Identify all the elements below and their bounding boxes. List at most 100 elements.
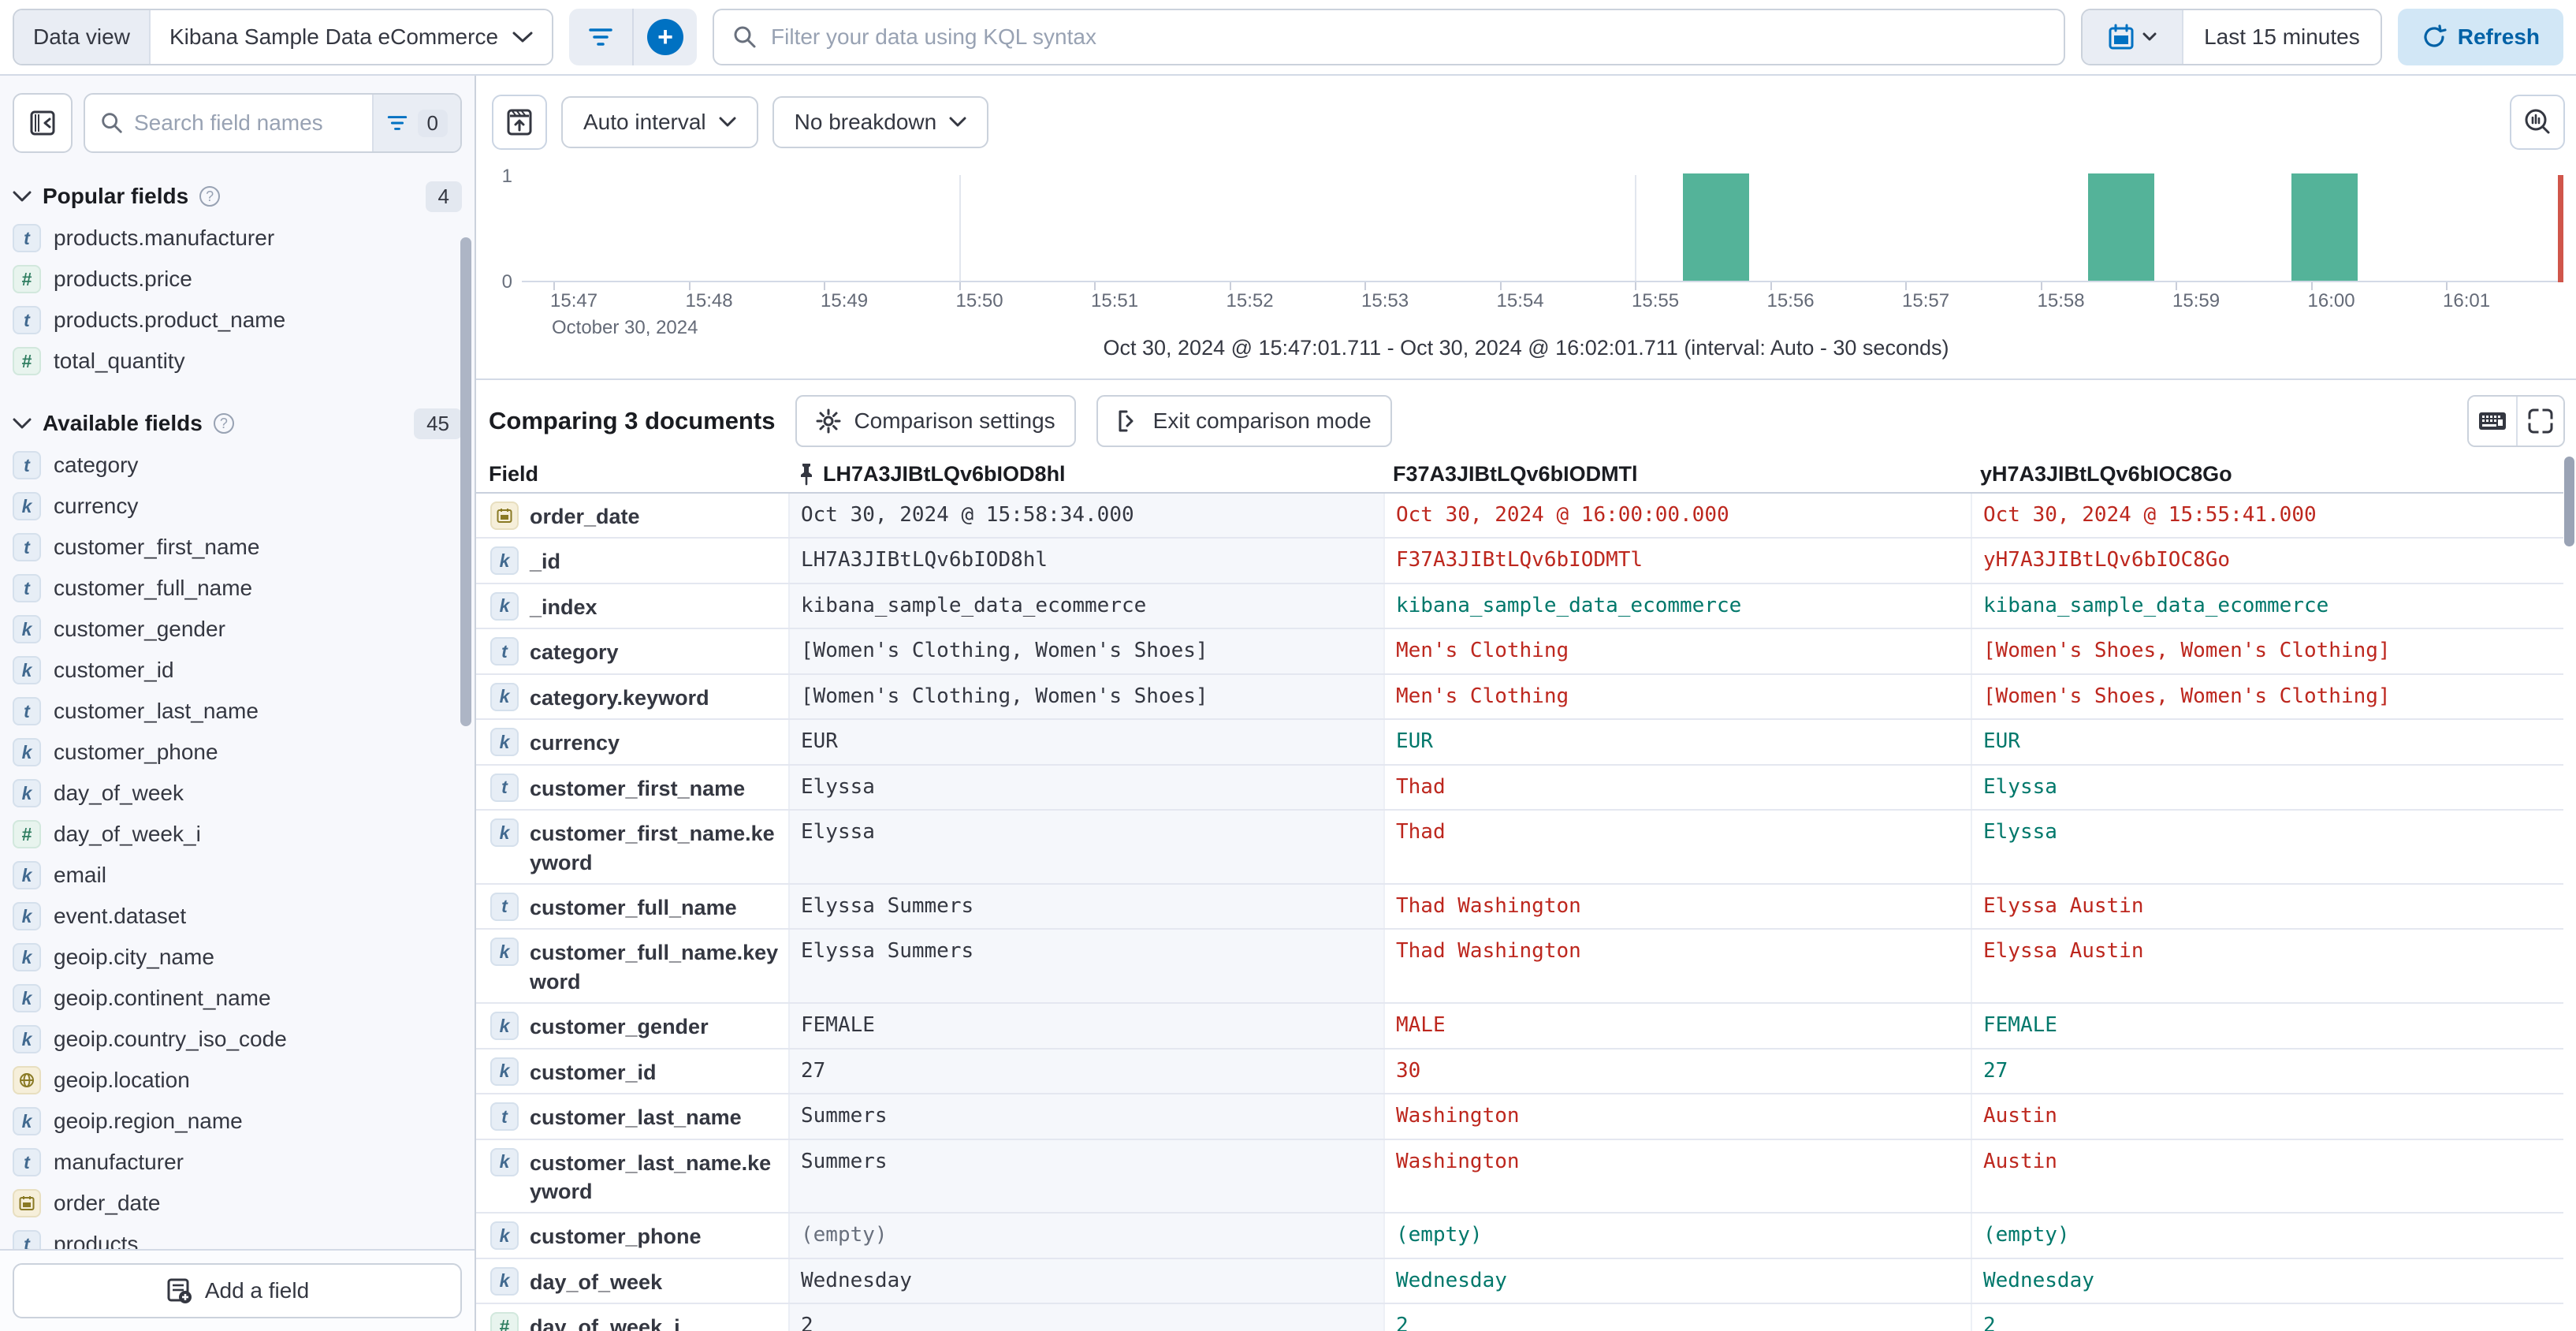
number-field-icon: # (490, 1312, 519, 1331)
field-name-cell[interactable]: k customer_id (476, 1050, 788, 1093)
text-field-icon: t (490, 1102, 519, 1132)
x-axis-tick (2176, 282, 2177, 290)
keyword-field-icon: k (490, 1012, 519, 1041)
sidebar-field-item[interactable]: k geoip.country_iso_code (0, 1019, 475, 1060)
table-row: k day_of_week Wednesday Wednesday Wednesday (476, 1258, 2563, 1305)
exit-icon (1117, 408, 1141, 434)
sidebar-field-item[interactable]: k customer_id (0, 650, 475, 691)
interval-dropdown[interactable]: Auto interval (561, 96, 758, 148)
date-field-icon (13, 1189, 41, 1217)
sidebar-field-item[interactable]: t products.product_name (0, 300, 475, 341)
comparison-value-cell: Elyssa Austin (1971, 930, 2563, 1003)
refresh-button[interactable]: Refresh (2397, 9, 2563, 65)
field-name: customer_phone (530, 1225, 702, 1249)
sidebar-field-item[interactable]: t customer_full_name (0, 568, 475, 609)
data-view-picker[interactable]: Kibana Sample Data eCommerce (150, 10, 553, 64)
collapse-sidebar-button[interactable] (13, 93, 73, 153)
histogram-bar[interactable] (2088, 173, 2155, 281)
field-name-cell[interactable]: k customer_gender (476, 1004, 788, 1047)
table-row: k customer_gender FEMALE MALE FEMALE (476, 1004, 2563, 1050)
field-search-input[interactable] (134, 110, 372, 136)
field-name-cell[interactable]: k day_of_week (476, 1259, 788, 1303)
field-filter-button[interactable]: 0 (371, 95, 460, 151)
field-search-bar: 0 (84, 93, 462, 153)
field-name-cell[interactable]: t category (476, 629, 788, 673)
field-name-cell[interactable]: k customer_first_name.keyword (476, 811, 788, 883)
keyword-field-icon: k (13, 615, 41, 643)
x-axis-tick-label: 15:51 (1091, 290, 1139, 311)
field-name-cell[interactable]: k category.keyword (476, 675, 788, 718)
field-name-cell[interactable]: k currency (476, 720, 788, 763)
chevron-down-icon[interactable] (13, 191, 32, 203)
exit-comparison-button[interactable]: Exit comparison mode (1096, 395, 1392, 447)
text-field-icon: t (13, 574, 41, 602)
available-fields-title[interactable]: Available fields (43, 411, 203, 435)
sidebar-field-item[interactable]: t manufacturer (0, 1142, 475, 1183)
keyword-field-icon: k (490, 1221, 519, 1251)
sidebar-field-item[interactable]: k day_of_week (0, 773, 475, 814)
sidebar-field-item[interactable]: k geoip.city_name (0, 937, 475, 978)
sidebar-field-item[interactable]: geoip.location (0, 1060, 475, 1101)
comparison-value-cell: [Women's Shoes, Women's Clothing] (1971, 629, 2563, 673)
histogram-chart[interactable]: 1 0 15:47 15:48 15:49 15:50 15:51 15:52 15:53 1… (502, 166, 2563, 364)
field-name: customer_last_name.keyword (530, 1150, 772, 1203)
sidebar-field-item[interactable]: t customer_first_name (0, 527, 475, 568)
sidebar-field-item[interactable]: t customer_last_name (0, 691, 475, 732)
histogram-bar[interactable] (2291, 173, 2358, 281)
sidebar-field-item[interactable]: k event.dataset (0, 896, 475, 937)
sidebar-field-item[interactable]: k geoip.region_name (0, 1101, 475, 1142)
field-name-cell[interactable]: k customer_phone (476, 1214, 788, 1257)
field-name-cell[interactable]: k customer_full_name.keyword (476, 930, 788, 1002)
field-name-cell[interactable]: t customer_first_name (476, 766, 788, 809)
time-range-button[interactable]: Last 15 minutes (2183, 10, 2381, 64)
histogram-bar[interactable] (1682, 173, 1749, 281)
edit-visualization-button[interactable] (2510, 95, 2565, 150)
keyword-field-icon: k (490, 1057, 519, 1086)
sidebar-field-item[interactable]: # day_of_week_i (0, 814, 475, 855)
sidebar-field-item[interactable]: k customer_phone (0, 732, 475, 773)
hide-chart-button[interactable] (492, 95, 547, 150)
field-name-cell[interactable]: order_date (476, 494, 788, 537)
field-name-cell[interactable]: t customer_full_name (476, 885, 788, 928)
field-name: category.keyword (530, 685, 709, 710)
sidebar-field-item[interactable]: # total_quantity (0, 341, 475, 382)
field-name-cell[interactable]: k customer_last_name.keyword (476, 1140, 788, 1213)
add-filter-button[interactable]: + (634, 9, 697, 65)
sidebar-field-item[interactable]: k currency (0, 486, 475, 527)
sidebar-field-item[interactable]: # products.price (0, 259, 475, 300)
sidebar-field-item[interactable]: order_date (0, 1183, 475, 1224)
sidebar-field-item[interactable]: k customer_gender (0, 609, 475, 650)
exit-comparison-label: Exit comparison mode (1152, 408, 1372, 433)
kql-query-input[interactable] (771, 24, 2047, 50)
comparison-value-cell: MALE (1383, 1004, 1971, 1048)
chevron-down-icon[interactable] (13, 418, 32, 430)
comparison-value-cell: Men's Clothing (1383, 674, 1971, 719)
x-axis-tick-label: 15:59 (2172, 290, 2220, 311)
breakdown-dropdown[interactable]: No breakdown (772, 96, 989, 148)
discover-main-panel: Auto interval No breakdown (476, 76, 2576, 1331)
sidebar-field-item[interactable]: k email (0, 855, 475, 896)
sidebar-field-item[interactable]: t category (0, 445, 475, 486)
sidebar-field-item[interactable]: k geoip.continent_name (0, 978, 475, 1019)
saved-query-filter-button[interactable] (569, 9, 632, 65)
time-picker-calendar-button[interactable] (2083, 10, 2184, 64)
field-name-cell[interactable]: k _index (476, 584, 788, 628)
comparison-settings-label: Comparison settings (854, 408, 1055, 433)
x-axis-tick (688, 282, 691, 290)
comparison-value-cell: [Women's Shoes, Women's Clothing] (1971, 674, 2563, 719)
sidebar-field-name: geoip.location (54, 1068, 190, 1092)
sidebar-field-item[interactable]: t products.manufacturer (0, 218, 475, 259)
histogram-plot-area[interactable] (522, 173, 2563, 282)
field-name-cell[interactable]: # day_of_week_i (476, 1304, 788, 1331)
comparison-settings-button[interactable]: Comparison settings (795, 395, 1076, 447)
sidebar-scrollbar[interactable] (460, 237, 471, 726)
add-field-button[interactable]: Add a field (13, 1263, 462, 1318)
fullscreen-button[interactable] (2516, 397, 2563, 446)
field-name-cell[interactable]: t customer_last_name (476, 1094, 788, 1138)
keyboard-shortcuts-button[interactable] (2469, 397, 2516, 446)
popular-fields-title[interactable]: Popular fields (43, 184, 189, 208)
keyword-field-icon: k (13, 492, 41, 520)
table-scrollbar[interactable] (2564, 457, 2574, 546)
field-name-cell[interactable]: k _id (476, 539, 788, 582)
text-field-icon: t (13, 533, 41, 561)
